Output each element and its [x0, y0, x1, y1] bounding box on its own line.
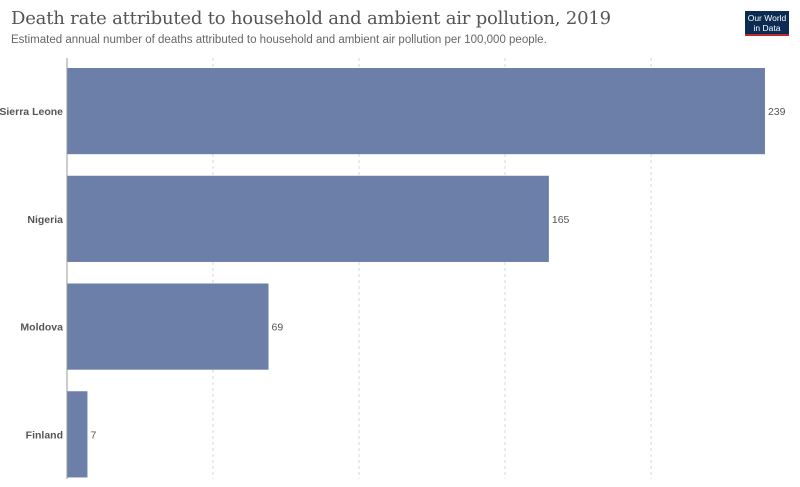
owid-logo[interactable]: Our World in Data — [745, 11, 789, 36]
labels: Sierra Leone 239 Nigeria 165 Moldova 69 Finlan… — [0, 106, 786, 441]
bars — [67, 68, 765, 478]
gridlines — [212, 58, 652, 479]
category-label: Nigeria — [27, 214, 63, 226]
value-label: 239 — [768, 106, 786, 118]
bar[interactable] — [67, 391, 88, 478]
bar[interactable] — [67, 283, 269, 370]
bar[interactable] — [67, 175, 549, 262]
category-label: Sierra Leone — [0, 106, 63, 118]
bar[interactable] — [67, 68, 765, 155]
value-label: 69 — [272, 322, 284, 334]
logo-line-1: Our World — [747, 13, 787, 23]
chart-subtitle: Estimated annual number of deaths attrib… — [11, 34, 547, 46]
category-label: Moldova — [20, 322, 63, 334]
value-label: 7 — [90, 429, 96, 441]
value-label: 165 — [552, 214, 570, 226]
chart-title: Death rate attributed to household and a… — [11, 8, 611, 29]
category-label: Finland — [26, 429, 63, 441]
logo-line-2: in Data — [753, 23, 781, 33]
